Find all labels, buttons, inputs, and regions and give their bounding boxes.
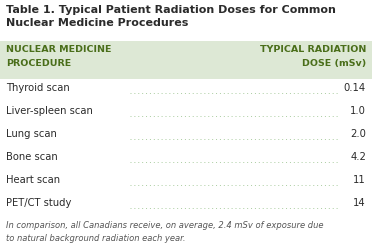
Text: PET/CT study: PET/CT study (6, 197, 71, 207)
Bar (0, 42, 372, 80)
Text: to natural background radiation each year.: to natural background radiation each yea… (6, 233, 186, 242)
Text: PROCEDURE: PROCEDURE (6, 59, 71, 68)
Text: Liver-spleen scan: Liver-spleen scan (6, 106, 93, 115)
Text: Bone scan: Bone scan (6, 151, 58, 161)
Text: NUCLEAR MEDICINE: NUCLEAR MEDICINE (6, 45, 112, 54)
Text: 1.0: 1.0 (350, 106, 366, 115)
Text: Thyroid scan: Thyroid scan (6, 83, 70, 93)
Text: 0.14: 0.14 (344, 83, 366, 93)
Text: TYPICAL RADIATION: TYPICAL RADIATION (260, 45, 366, 54)
Text: 14: 14 (353, 197, 366, 207)
Text: Nuclear Medicine Procedures: Nuclear Medicine Procedures (6, 18, 188, 28)
Text: 11: 11 (353, 174, 366, 184)
Text: 2.0: 2.0 (350, 129, 366, 138)
Text: Heart scan: Heart scan (6, 174, 60, 184)
Text: In comparison, all Canadians receive, on average, 2.4 mSv of exposure due: In comparison, all Canadians receive, on… (6, 220, 324, 229)
Text: DOSE (mSv): DOSE (mSv) (302, 59, 366, 68)
Text: Lung scan: Lung scan (6, 129, 57, 138)
Text: Table 1. Typical Patient Radiation Doses for Common: Table 1. Typical Patient Radiation Doses… (6, 5, 336, 15)
Text: 4.2: 4.2 (350, 151, 366, 161)
